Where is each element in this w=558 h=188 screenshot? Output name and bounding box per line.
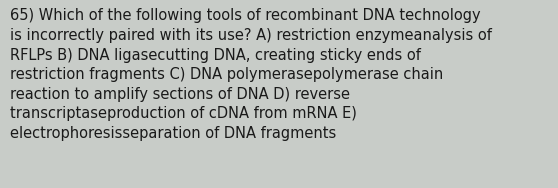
Text: 65) Which of the following tools of recombinant DNA technology
is incorrectly pa: 65) Which of the following tools of reco… [10, 8, 492, 141]
